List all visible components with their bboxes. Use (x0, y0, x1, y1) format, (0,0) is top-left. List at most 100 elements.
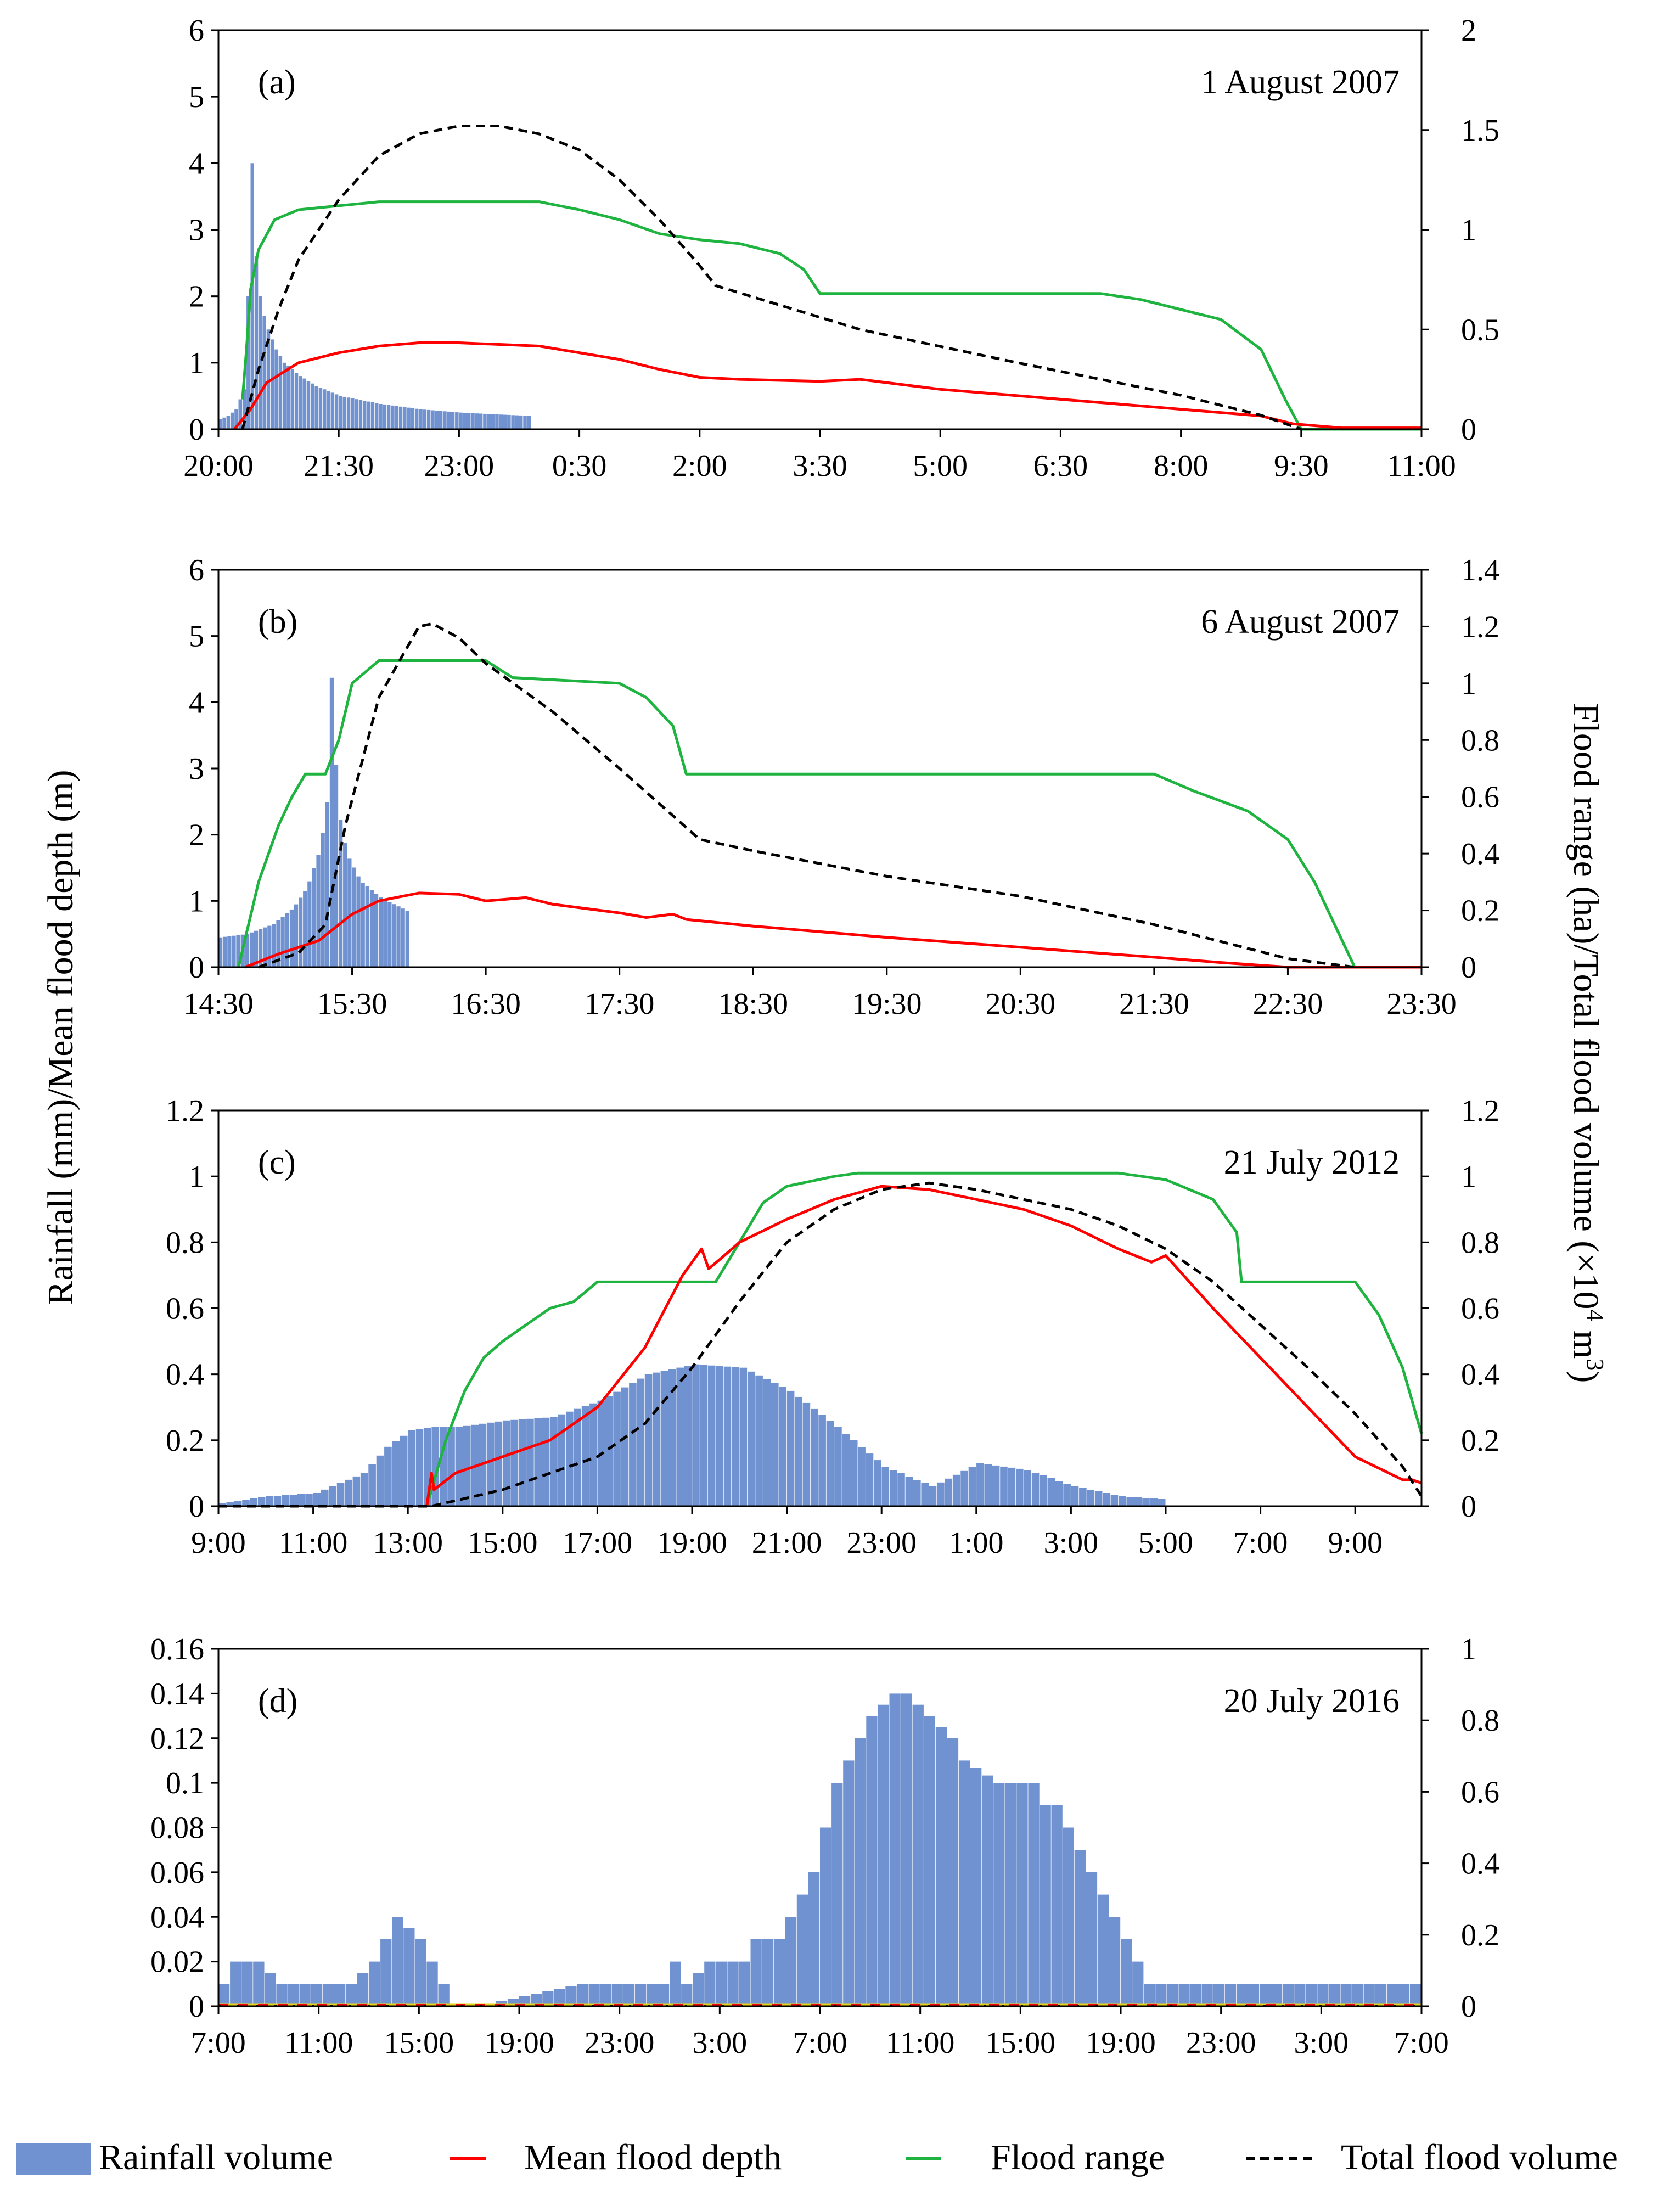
rainfall-bar-54 (843, 1760, 855, 2006)
rainfall-bar-40 (681, 1984, 693, 2006)
rainfall-bar-31 (342, 396, 346, 429)
rainfall-bar-37 (367, 401, 370, 429)
x-tick-label-10: 5:00 (1138, 1526, 1193, 1560)
rainfall-bar-40 (534, 1418, 542, 1506)
rainfall-bar-74 (1074, 1850, 1086, 2006)
right-tick-label-5: 1 (1461, 1160, 1476, 1194)
left-tick-label-3: 3 (189, 214, 204, 248)
rainfall-bar-21 (312, 868, 316, 967)
left-tick-label-0: 0 (189, 951, 204, 985)
rainfall-bar-72 (507, 414, 511, 429)
rainfall-bar-84 (881, 1467, 889, 1506)
right-tick-label-2: 1 (1461, 214, 1476, 248)
rainfall-bar-58 (889, 1693, 901, 2006)
panel-date-label: 21 July 2012 (1224, 1144, 1400, 1181)
rainfall-bar-5 (238, 399, 242, 429)
rainfall-bar-63 (471, 413, 475, 429)
rainfall-bar-39 (526, 1418, 534, 1506)
rainfall-bar-0 (218, 419, 222, 429)
rainfall-bar-99 (1000, 1466, 1008, 1506)
rainfall-bar-1 (222, 417, 226, 429)
panel-date-label: 1 August 2007 (1201, 64, 1400, 101)
rainfall-bar-94 (960, 1470, 968, 1506)
rainfall-bar-21 (384, 1446, 392, 1506)
rainfall-bar-58 (676, 1367, 684, 1506)
rainfall-bar-98 (992, 1465, 1000, 1506)
range-line (241, 200, 1421, 431)
rainfall-bar-118 (1150, 1498, 1158, 1506)
x-tick-label-4: 23:00 (585, 2026, 655, 2060)
rainfall-bar-30 (565, 1986, 577, 2006)
left-tick-label-3: 3 (189, 752, 204, 786)
x-tick-label-9: 9:30 (1274, 449, 1329, 483)
rainfall-bar-38 (370, 402, 375, 429)
rainfall-bar-8 (282, 1495, 289, 1506)
rainfall-bar-9 (259, 929, 263, 967)
rainfall-bar-36 (363, 401, 367, 429)
left-tick-label-6: 6 (189, 14, 204, 48)
rainfall-bar-7 (299, 1984, 311, 2006)
right-tick-label-3: 0.6 (1461, 1292, 1499, 1326)
rainfall-bar-88 (913, 1480, 921, 1506)
right-tick-label-3: 1.5 (1461, 114, 1499, 148)
rainfall-bar-77 (826, 1421, 834, 1506)
rainfall-bar-11 (262, 316, 266, 429)
legend-label-rainfall: Rainfall volume (99, 2137, 333, 2177)
rainfall-bar-96 (1329, 1984, 1340, 2006)
rainfall-bar-84 (1190, 1984, 1201, 2006)
rainfall-bar-17 (415, 1939, 426, 2006)
rainfall-bar-46 (581, 1406, 589, 1506)
rainfall-bar-87 (1224, 1984, 1236, 2006)
right-tick-label-4: 2 (1461, 14, 1476, 48)
rainfall-bar-63 (716, 1366, 723, 1506)
panel-b: 0 1 2 3 4 5 6 0 0.2 0.4 0.6 0.8 1 1.2 1.4 14:30 15:30 16:… (183, 553, 1499, 1021)
rainfall-bar-116 (1134, 1497, 1142, 1506)
rainfall-bar-55 (439, 411, 443, 429)
legend-item-rainfall: Rainfall volume (16, 2137, 333, 2177)
x-tick-label-4: 18:30 (718, 987, 788, 1021)
rainfall-bar-3 (253, 1961, 265, 2006)
legend: Rainfall volume Mean flood depth Flood r… (16, 2137, 1618, 2177)
rainfall-bar-100 (1375, 1984, 1386, 2006)
x-tick-label-12: 9:00 (1328, 1526, 1383, 1560)
rainfall-bar-37 (510, 1419, 518, 1506)
rainfall-bar-47 (762, 1939, 773, 2006)
rainfall-bar-2 (234, 1501, 242, 1506)
rainfall-bar-1 (223, 936, 227, 967)
rainfall-bar-85 (889, 1470, 897, 1506)
left-tick-label-8: 0.16 (150, 1632, 204, 1666)
rainfall-bar-58 (451, 412, 455, 429)
rainfall-bar-34 (611, 1984, 623, 2006)
rainfall-bar-74 (515, 415, 519, 429)
rainfall-bar-61 (700, 1365, 708, 1506)
rainfall-bar-11 (305, 1494, 313, 1506)
rainfall-bar-89 (1248, 1984, 1260, 2006)
rainfall-bar-61 (924, 1716, 935, 2006)
rainfall-bar-36 (379, 897, 383, 967)
right-tick-label-7: 1.4 (1461, 553, 1499, 587)
rainfall-bar-51 (423, 409, 427, 429)
rainfall-bar-59 (684, 1366, 692, 1506)
rainfall-bar-108 (1071, 1486, 1079, 1506)
left-tick-label-5: 5 (189, 620, 204, 654)
rainfall-bar-12 (357, 1973, 369, 2006)
right-tick-label-0: 0 (1461, 413, 1476, 447)
depth-line (233, 341, 1421, 430)
volume-line (258, 622, 1355, 969)
rainfall-bar-28 (330, 392, 335, 429)
depth-line (425, 1185, 1422, 1507)
rainfall-bar-81 (1155, 1984, 1167, 2006)
right-tick-label-3: 0.6 (1461, 781, 1499, 815)
rainfall-bar-70 (1028, 1783, 1040, 2006)
rainfall-bar-91 (1271, 1984, 1283, 2006)
right-tick-label-1: 0.2 (1461, 1424, 1499, 1458)
x-tick-label-1: 15:30 (317, 987, 387, 1021)
rainfall-bar-19 (438, 1984, 450, 2006)
rainfall-bar-111 (1094, 1491, 1103, 1506)
rainfall-bar-64 (723, 1366, 732, 1506)
right-tick-label-6: 1.2 (1461, 610, 1499, 644)
rainfall-bar-68 (755, 1375, 763, 1506)
rainfall-bar-29 (554, 1989, 565, 2006)
rainfall-bar-73 (1063, 1827, 1074, 2006)
